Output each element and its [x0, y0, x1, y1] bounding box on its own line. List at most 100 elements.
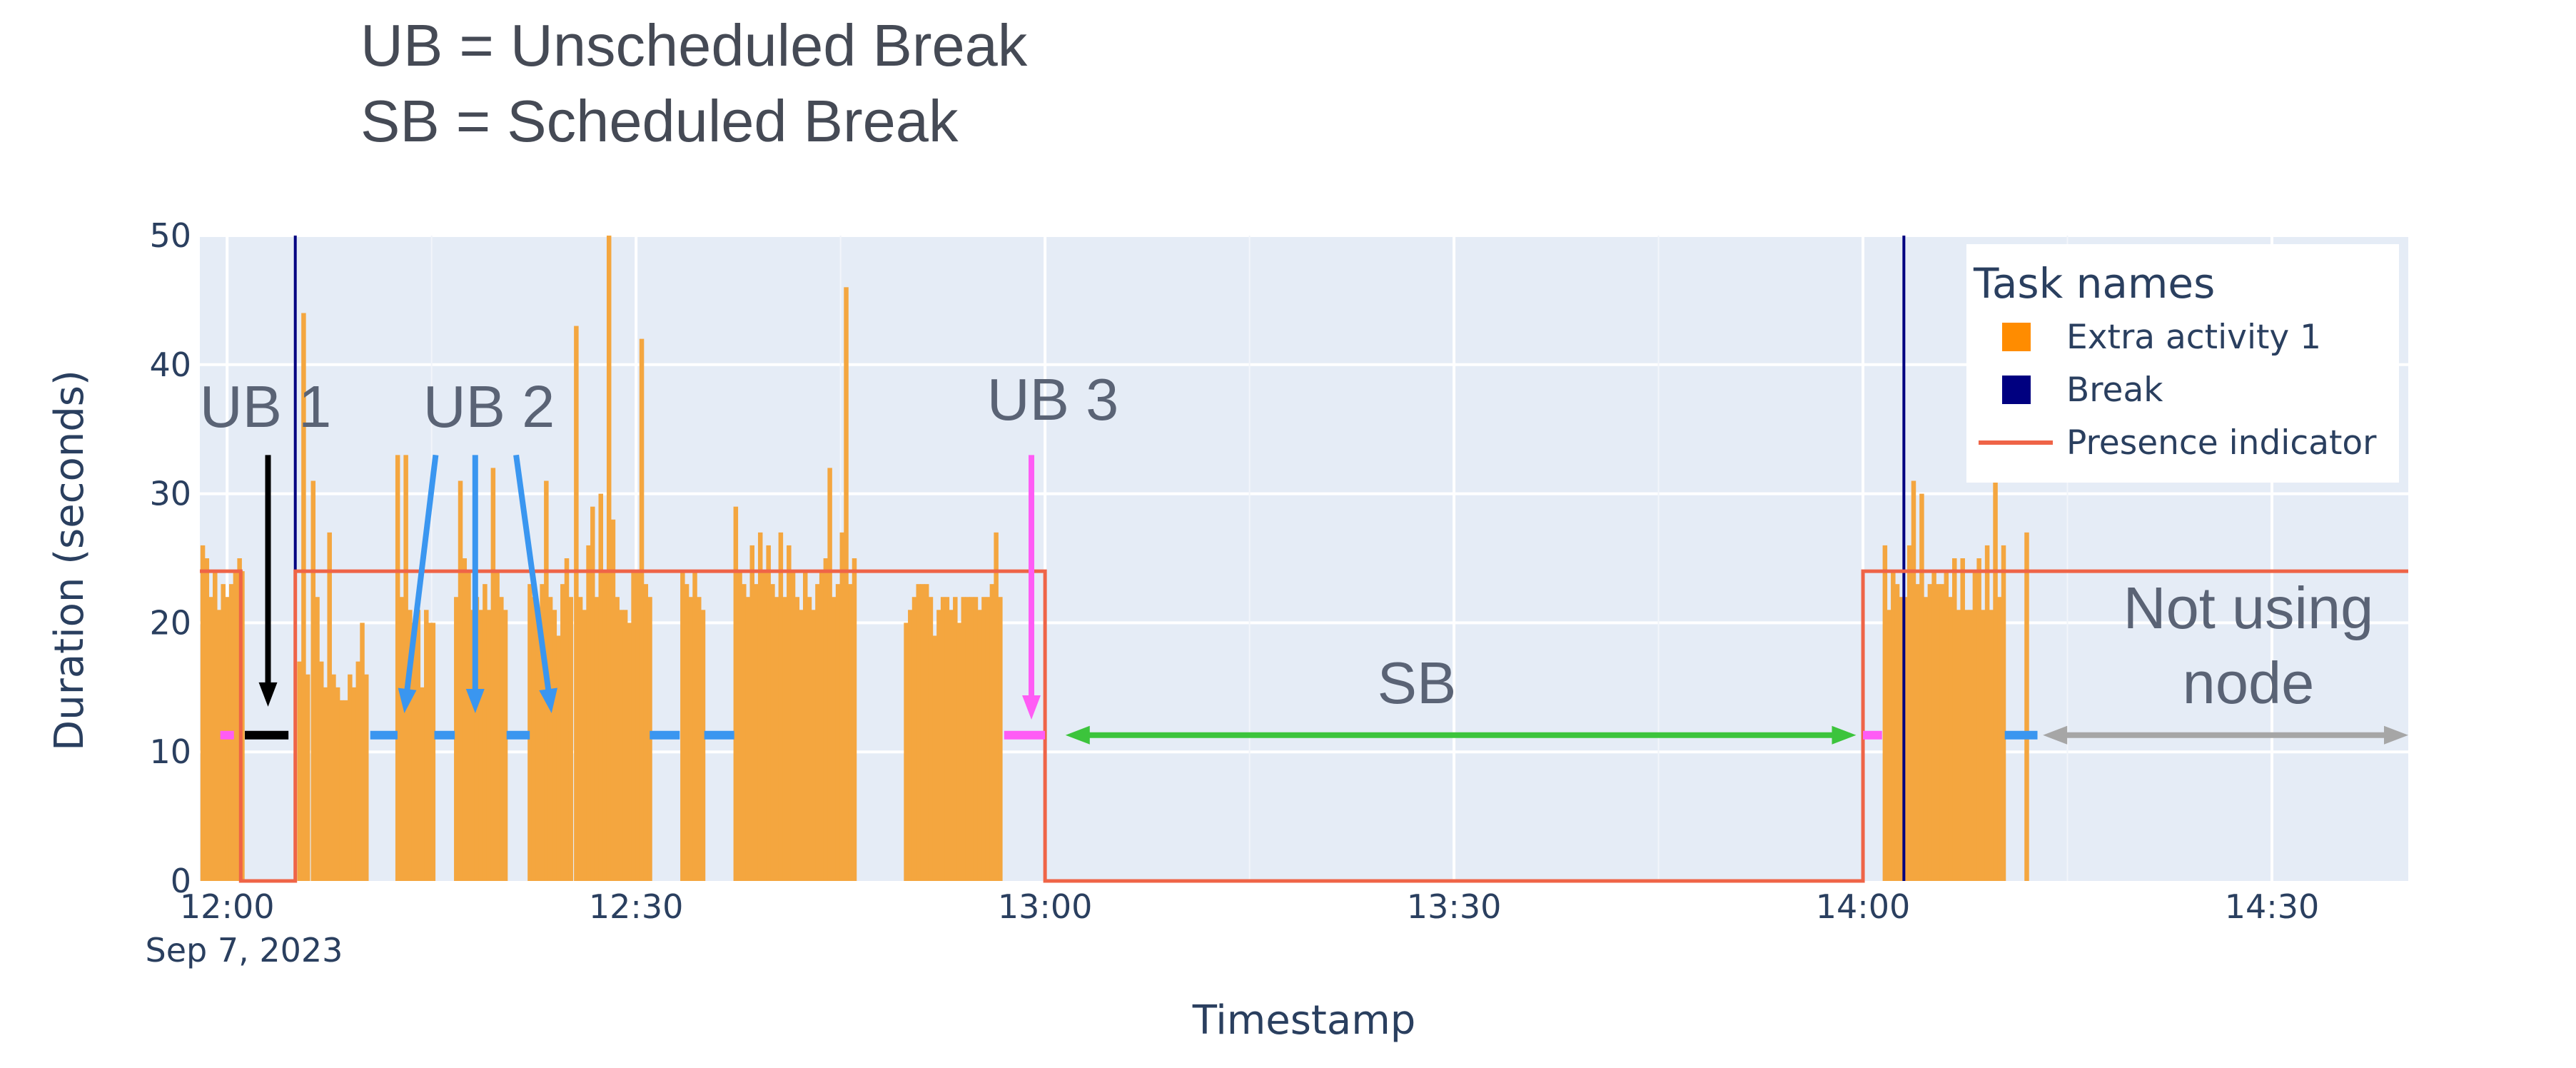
arrow-head [1065, 725, 1090, 745]
activity-bar [782, 597, 787, 881]
activity-bar [1968, 610, 1974, 881]
annotation-labels: UB 1 UB 2 UB 3 SB Not using node [200, 366, 2374, 716]
activity-bar [969, 597, 974, 881]
activity-bar [495, 571, 500, 881]
activity-bar [610, 519, 616, 881]
activity-bar [408, 610, 413, 881]
activity-bar [556, 635, 561, 881]
activity-bar [1993, 480, 1998, 881]
annotation-arrows [258, 454, 2408, 745]
activity-bar [1976, 558, 1981, 881]
activity-bar [944, 597, 950, 881]
activity-bar [540, 584, 545, 881]
activity-bar [1927, 584, 1933, 881]
activity-bar [928, 597, 934, 881]
activity-bar [527, 584, 532, 881]
activity-bar [411, 623, 417, 881]
legend-square-swatch [2002, 323, 2031, 351]
activity-bar [635, 571, 640, 881]
activity-bar [470, 610, 475, 881]
activity-bar [1915, 584, 1920, 881]
activity-bar [343, 700, 348, 881]
y-tick-labels: 0 10 20 30 40 50 [149, 216, 191, 900]
activity-bar [1972, 571, 1978, 881]
activity-bar [802, 571, 808, 881]
activity-bar [586, 545, 591, 881]
annotation-label: UB 3 [987, 366, 1119, 433]
arrow-head [1832, 725, 1857, 745]
arrow-head [2043, 725, 2068, 745]
activity-bar [848, 584, 853, 881]
activity-bar [428, 623, 433, 881]
activity-bar [766, 545, 771, 881]
activity-bar [454, 597, 459, 881]
activity-bar [965, 597, 970, 881]
activity-bar [560, 584, 565, 881]
activity-bar [1882, 545, 1888, 881]
activity-bar [749, 545, 754, 881]
activity-bar [590, 506, 595, 881]
annotation-label: UB 1 [200, 373, 332, 440]
legend-item-label: Break [2066, 371, 2163, 410]
ub2-arrow [404, 454, 439, 692]
activity-bar [535, 623, 541, 881]
activity-bar [680, 571, 685, 881]
activity-bar [688, 597, 694, 881]
activity-bar [911, 597, 917, 881]
activity-bar [594, 597, 600, 881]
activity-bar [2001, 545, 2006, 881]
activity-bar [305, 674, 310, 881]
activity-bar [602, 571, 607, 881]
x-tick-label: 12:30 [589, 887, 684, 926]
annotation-label: Not using [2123, 575, 2374, 641]
activity-bar [1948, 597, 1953, 881]
activity-bar [598, 493, 604, 881]
activity-bar [430, 623, 436, 881]
activity-bar [1899, 597, 1904, 881]
activity-bar [799, 610, 804, 881]
activity-bar [490, 468, 496, 881]
activity-bar [577, 597, 583, 881]
arrow-head [258, 682, 278, 707]
activity-bar [787, 545, 792, 881]
y-tick-label: 50 [149, 216, 191, 255]
activity-bar [981, 597, 986, 881]
activity-bar [1964, 610, 1969, 881]
annotation-label: SB [1378, 650, 1457, 716]
activity-bar [301, 313, 306, 882]
activity-bar [1923, 597, 1929, 881]
activity-bar [415, 610, 421, 881]
activity-bar [233, 571, 238, 881]
activity-bar [424, 610, 429, 881]
activity-bar [486, 610, 492, 881]
activity-bar [631, 571, 636, 881]
activity-bar [697, 597, 702, 881]
activity-bar [627, 623, 632, 881]
activity-bar [977, 610, 982, 881]
activity-bar [564, 558, 570, 881]
activity-bar [989, 584, 995, 881]
legend-items: Extra activity 1 Break Presence indicator [1979, 318, 2377, 463]
activity-bar [355, 661, 361, 881]
legend-header-line1: UB = Unscheduled Break [360, 12, 1028, 79]
activity-bar [216, 610, 222, 881]
activity-bar [213, 571, 218, 881]
arrow-head [539, 687, 558, 713]
activity-bar [827, 468, 832, 881]
activity-bar [794, 597, 800, 881]
activity-bar [531, 597, 537, 881]
activity-bar [692, 571, 697, 881]
activity-bar [639, 338, 645, 881]
activity-bar [462, 558, 468, 881]
activity-bar [1931, 571, 1936, 881]
activity-bar [327, 532, 332, 881]
annotation-label: node [2183, 650, 2315, 716]
activity-bar [811, 610, 816, 881]
activity-bar [998, 597, 1003, 881]
activity-bar [483, 584, 488, 881]
activity-bar [745, 597, 751, 881]
activity-bar [204, 558, 210, 881]
x-axis-label: Timestamp [1192, 997, 1416, 1044]
